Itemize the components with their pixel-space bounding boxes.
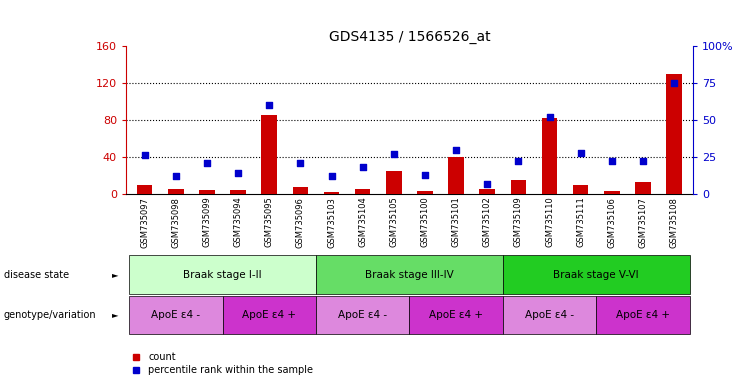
Text: ApoE ε4 +: ApoE ε4 + — [242, 310, 296, 320]
Bar — [316, 255, 503, 294]
Point — [325, 173, 337, 179]
Point — [451, 147, 462, 153]
Bar — [479, 189, 495, 194]
Point — [637, 158, 649, 164]
Bar — [262, 115, 277, 194]
Point — [606, 158, 618, 164]
Text: Braak stage I-II: Braak stage I-II — [183, 270, 262, 280]
Text: Braak stage III-IV: Braak stage III-IV — [365, 270, 453, 280]
Text: ApoE ε4 -: ApoE ε4 - — [151, 310, 200, 320]
Text: disease state: disease state — [4, 270, 69, 280]
Bar — [448, 157, 464, 194]
Bar — [129, 255, 316, 294]
Bar — [597, 296, 690, 334]
Bar — [542, 118, 557, 194]
Bar — [230, 190, 246, 194]
Bar — [666, 74, 682, 194]
Point — [668, 80, 680, 86]
Legend: count, percentile rank within the sample: count, percentile rank within the sample — [131, 353, 313, 375]
Point — [513, 158, 525, 164]
Point — [139, 152, 150, 159]
Bar — [222, 296, 316, 334]
Bar — [355, 189, 370, 194]
Bar — [316, 296, 409, 334]
Point — [170, 173, 182, 179]
Text: Braak stage V-VI: Braak stage V-VI — [554, 270, 639, 280]
Bar — [199, 190, 215, 194]
Bar — [386, 171, 402, 194]
Bar — [503, 296, 597, 334]
Bar — [635, 182, 651, 194]
Point — [294, 160, 306, 166]
Text: ApoE ε4 +: ApoE ε4 + — [429, 310, 483, 320]
Bar — [503, 255, 690, 294]
Text: genotype/variation: genotype/variation — [4, 310, 96, 320]
Text: ►: ► — [112, 310, 118, 319]
Bar — [137, 185, 153, 194]
Bar — [129, 296, 222, 334]
Bar — [604, 191, 619, 194]
Point — [356, 164, 368, 170]
Bar — [511, 180, 526, 194]
Point — [419, 172, 431, 178]
Title: GDS4135 / 1566526_at: GDS4135 / 1566526_at — [328, 30, 491, 44]
Point — [544, 114, 556, 120]
Point — [201, 160, 213, 166]
Point — [263, 102, 275, 108]
Point — [575, 149, 587, 156]
Text: ApoE ε4 -: ApoE ε4 - — [525, 310, 574, 320]
Text: ►: ► — [112, 270, 118, 279]
Point — [388, 151, 399, 157]
Text: ApoE ε4 +: ApoE ε4 + — [616, 310, 670, 320]
Bar — [293, 187, 308, 194]
Bar — [417, 191, 433, 194]
Bar — [409, 296, 503, 334]
Point — [232, 170, 244, 176]
Text: ApoE ε4 -: ApoE ε4 - — [338, 310, 388, 320]
Point — [482, 180, 494, 187]
Bar — [168, 189, 184, 194]
Bar — [324, 192, 339, 194]
Bar — [573, 185, 588, 194]
